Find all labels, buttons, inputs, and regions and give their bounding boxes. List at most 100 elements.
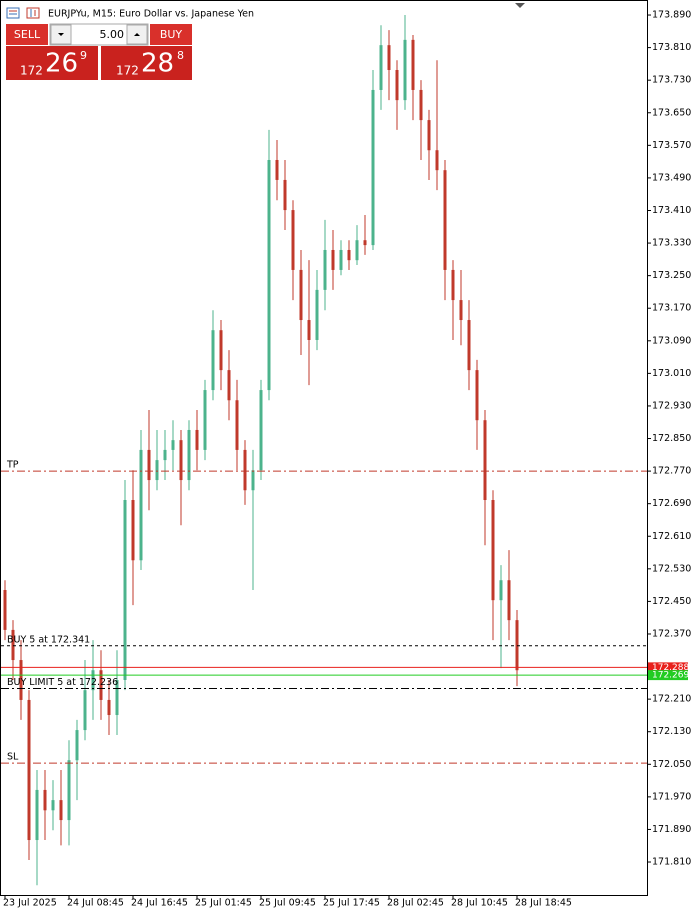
candle-body [275, 159, 279, 180]
candle-body [403, 39, 407, 101]
x-tick-label: 23 Jul 2025 [3, 898, 57, 909]
candle-body [475, 370, 479, 421]
y-tick-label: 171.890 [652, 824, 691, 835]
candle-body [387, 45, 391, 71]
x-tick-label: 25 Jul 01:45 [195, 898, 252, 909]
y-tick-label: 173.490 [652, 172, 691, 183]
buy-button[interactable] [150, 24, 192, 45]
candle-body [11, 629, 15, 661]
candle-body [347, 249, 351, 261]
arrow-down [58, 33, 64, 36]
candle-body [307, 320, 311, 340]
candle-body [59, 800, 63, 821]
candle-body [299, 269, 303, 321]
trade-panel: SELL 5.00 BUY 172 26 9 172 28 8 [6, 23, 192, 80]
sell-label: SELL [14, 28, 41, 41]
header-title: EURJPYu, M15: Euro Dollar vs. Japanese Y… [48, 9, 254, 20]
y-tick-label: 173.570 [652, 140, 691, 151]
order-label: BUY LIMIT 5 at 172.236 [7, 677, 118, 688]
candle-body [371, 89, 375, 246]
candle-body [243, 449, 247, 491]
candle-body [211, 330, 215, 391]
candle-body [171, 440, 175, 450]
candle-body [99, 670, 103, 700]
candle-body [379, 45, 383, 90]
order-label: TP [6, 460, 19, 471]
candle-body [267, 159, 271, 391]
candle-body [363, 240, 367, 246]
arrow-up [134, 33, 140, 36]
candle-body [227, 370, 231, 401]
y-tick-label: 173.730 [652, 75, 691, 86]
y-tick-label: 173.090 [652, 335, 691, 346]
y-tick-label: 172.930 [652, 400, 691, 411]
y-tick-label: 173.890 [652, 10, 691, 21]
candle-body [515, 620, 519, 671]
candle-body [483, 420, 487, 501]
candle-body [251, 470, 255, 491]
candle-body [51, 800, 55, 811]
buy-price-box[interactable] [101, 46, 192, 80]
sell-price-box[interactable] [6, 46, 98, 80]
price-tag-label: 172.269 [652, 671, 689, 681]
candle-body [339, 249, 343, 270]
x-tick-label: 25 Jul 09:45 [259, 898, 316, 909]
sell-point: 9 [80, 49, 87, 62]
candle-body [291, 210, 295, 270]
candle-body [451, 269, 455, 301]
y-tick-label: 172.690 [652, 498, 691, 509]
y-tick-label: 173.810 [652, 42, 691, 53]
y-tick-label: 172.530 [652, 563, 691, 574]
candle-body [203, 390, 207, 450]
candle-body [459, 300, 463, 321]
candle-body [283, 179, 287, 211]
candle-body [91, 670, 95, 691]
candle-body [19, 660, 23, 700]
candle-body [75, 730, 79, 761]
candle-body [219, 330, 223, 371]
y-tick-label: 173.410 [652, 205, 691, 216]
shift-marker [515, 3, 525, 8]
y-tick-label: 171.970 [652, 791, 691, 802]
candle-body [507, 580, 511, 621]
y-tick-label: 173.010 [652, 368, 691, 379]
volume[interactable]: 5.00 [100, 28, 125, 41]
candle-body [83, 690, 87, 731]
candle-body [131, 500, 135, 561]
candle-body [315, 289, 319, 340]
x-tick-label: 28 Jul 18:45 [515, 898, 572, 909]
sell-button[interactable] [6, 24, 48, 45]
y-tick-label: 172.770 [652, 466, 691, 477]
candle-body [179, 440, 183, 481]
x-tick-label: 28 Jul 02:45 [387, 898, 444, 909]
candle-body [467, 320, 471, 371]
y-tick-label: 172.130 [652, 726, 691, 737]
candle-body [331, 249, 335, 270]
price-tag [648, 670, 688, 681]
y-tick-label: 173.330 [652, 238, 691, 249]
candle-body [411, 39, 415, 90]
candle-body [163, 449, 167, 461]
candle-body [491, 500, 495, 601]
candle-body [195, 429, 199, 450]
x-tick-label: 24 Jul 08:45 [67, 898, 124, 909]
candle-body [147, 449, 151, 481]
sell-pips: 26 [45, 49, 78, 79]
buy-point: 8 [177, 49, 184, 62]
candle-body [395, 70, 399, 101]
candle-body [419, 89, 423, 121]
y-tick-label: 173.170 [652, 303, 691, 314]
candle-body [139, 449, 143, 561]
candle-body [435, 150, 439, 171]
order-label: SL [7, 752, 19, 763]
plot-frame [0, 0, 648, 896]
y-tick-label: 172.610 [652, 531, 691, 542]
candle-body [123, 500, 127, 680]
candle-body [27, 699, 31, 841]
x-tick-label: 25 Jul 17:45 [323, 898, 380, 909]
y-tick-label: 172.450 [652, 596, 691, 607]
y-tick-label: 172.210 [652, 694, 691, 705]
icon [6, 7, 20, 19]
volume-box[interactable] [49, 23, 149, 46]
